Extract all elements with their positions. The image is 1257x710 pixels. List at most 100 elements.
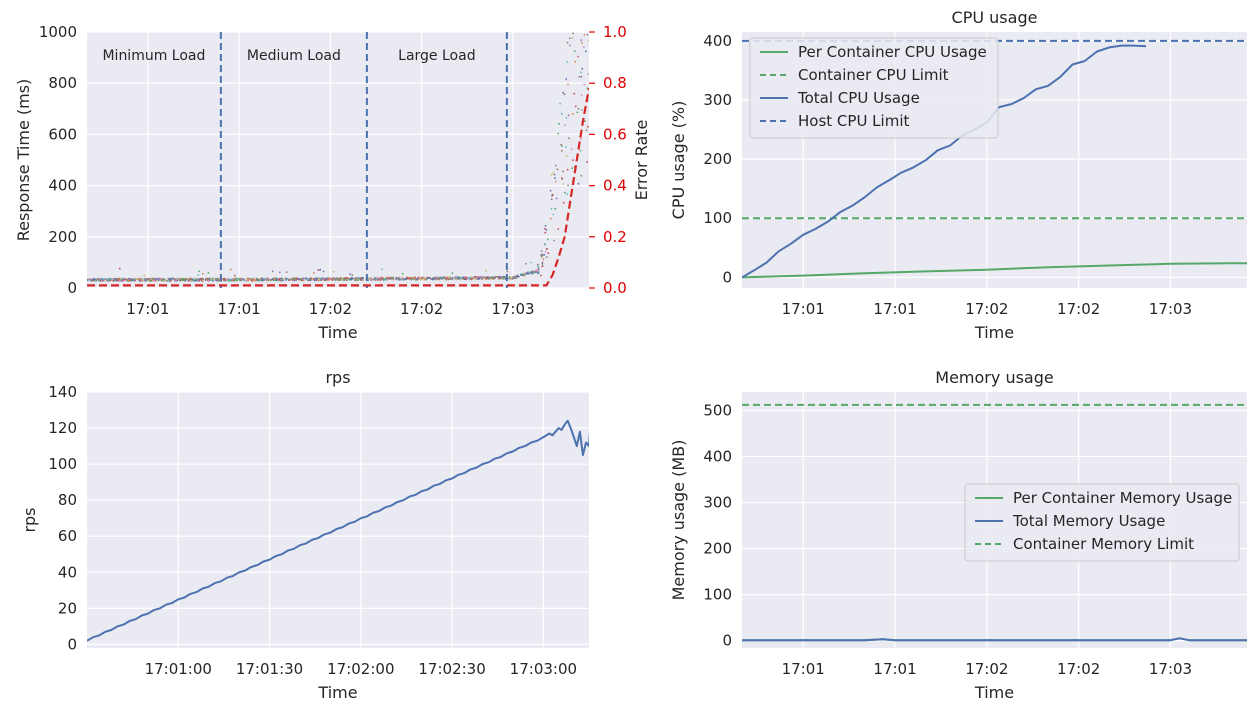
response-point xyxy=(296,277,299,280)
y-tick-label: 80 xyxy=(58,491,77,509)
response-point xyxy=(392,276,395,279)
response-point xyxy=(107,278,110,281)
response-point xyxy=(121,277,124,280)
response-point xyxy=(235,277,238,280)
response-point xyxy=(313,271,315,274)
response-point xyxy=(438,278,441,281)
response-point xyxy=(357,277,360,280)
x-axis-label: Time xyxy=(974,683,1014,702)
y-tick-label: 300 xyxy=(703,494,732,512)
response-point xyxy=(566,168,569,171)
response-point xyxy=(305,278,308,280)
response-point xyxy=(118,267,121,270)
response-point xyxy=(509,276,512,279)
response-point xyxy=(361,277,364,279)
response-point xyxy=(553,173,556,176)
response-point xyxy=(87,278,89,281)
response-point xyxy=(348,278,350,281)
x-tick-label: 17:01 xyxy=(873,300,916,318)
response-point xyxy=(133,279,135,282)
series-line-1 xyxy=(742,637,1247,642)
response-point xyxy=(500,278,503,280)
response-point xyxy=(381,278,384,281)
response-point xyxy=(502,276,505,279)
response-point xyxy=(353,277,356,280)
response-point xyxy=(580,71,582,74)
response-point xyxy=(483,277,486,279)
response-point xyxy=(458,276,460,278)
y-tick-label: 60 xyxy=(58,527,77,545)
error-rate-line xyxy=(87,88,589,287)
response-point xyxy=(204,278,207,281)
response-point xyxy=(275,277,278,280)
response-point xyxy=(554,180,557,183)
x-tick-label: 17:01 xyxy=(782,660,825,678)
response-point xyxy=(109,278,111,281)
legend-box xyxy=(749,37,999,139)
response-point xyxy=(417,278,419,281)
response-point xyxy=(567,114,570,117)
response-point xyxy=(567,83,569,86)
response-point xyxy=(216,279,219,281)
response-point xyxy=(232,277,235,280)
response-point xyxy=(144,279,146,282)
response-point xyxy=(561,177,563,180)
response-point xyxy=(536,269,539,272)
response-point xyxy=(565,78,568,80)
response-point xyxy=(197,279,200,282)
plot-content xyxy=(742,39,1247,279)
y-tick-label: 0 xyxy=(722,632,732,650)
legend-entry: Per Container CPU Usage xyxy=(798,43,987,61)
response-point xyxy=(586,125,589,128)
response-point xyxy=(167,279,170,282)
response-point xyxy=(451,278,454,281)
response-point xyxy=(545,256,548,258)
response-point xyxy=(331,278,334,281)
response-point xyxy=(171,278,173,281)
response-point xyxy=(434,278,437,281)
response-point xyxy=(256,279,259,282)
response-point xyxy=(417,277,420,279)
response-point xyxy=(568,137,570,140)
y-axis-label: Response Time (ms) xyxy=(14,79,33,242)
response-point xyxy=(112,278,115,281)
response-point xyxy=(243,279,246,282)
response-point xyxy=(560,143,563,146)
response-point xyxy=(351,274,354,276)
response-point xyxy=(278,278,281,281)
response-point xyxy=(571,167,573,170)
response-point xyxy=(286,277,289,280)
response-point xyxy=(485,269,487,272)
response-point xyxy=(537,265,539,268)
y-tick-label: 200 xyxy=(703,150,732,168)
response-point xyxy=(570,148,573,151)
response-point xyxy=(553,239,556,242)
response-point xyxy=(186,279,189,281)
response-point xyxy=(574,105,577,108)
response-point xyxy=(456,278,458,281)
response-point xyxy=(152,277,155,280)
response-point xyxy=(211,280,214,282)
response-point xyxy=(268,278,271,281)
response-point xyxy=(334,277,336,280)
response-point xyxy=(541,265,544,268)
response-point xyxy=(271,270,274,273)
response-point xyxy=(318,278,321,281)
response-point xyxy=(581,41,583,44)
response-point xyxy=(179,278,181,281)
response-point xyxy=(91,279,93,282)
response-point xyxy=(537,272,540,275)
response-point xyxy=(222,277,225,280)
response-point xyxy=(340,277,343,279)
response-point xyxy=(422,277,425,280)
response-point xyxy=(549,217,552,220)
x-tick-label: 17:01:30 xyxy=(236,660,303,678)
response-point xyxy=(309,279,312,282)
response-point xyxy=(554,177,556,180)
response-point xyxy=(233,274,236,277)
response-point xyxy=(572,159,574,162)
response-point xyxy=(496,276,499,278)
response-point xyxy=(580,39,583,41)
legend-box xyxy=(964,483,1240,562)
response-point xyxy=(89,278,92,280)
